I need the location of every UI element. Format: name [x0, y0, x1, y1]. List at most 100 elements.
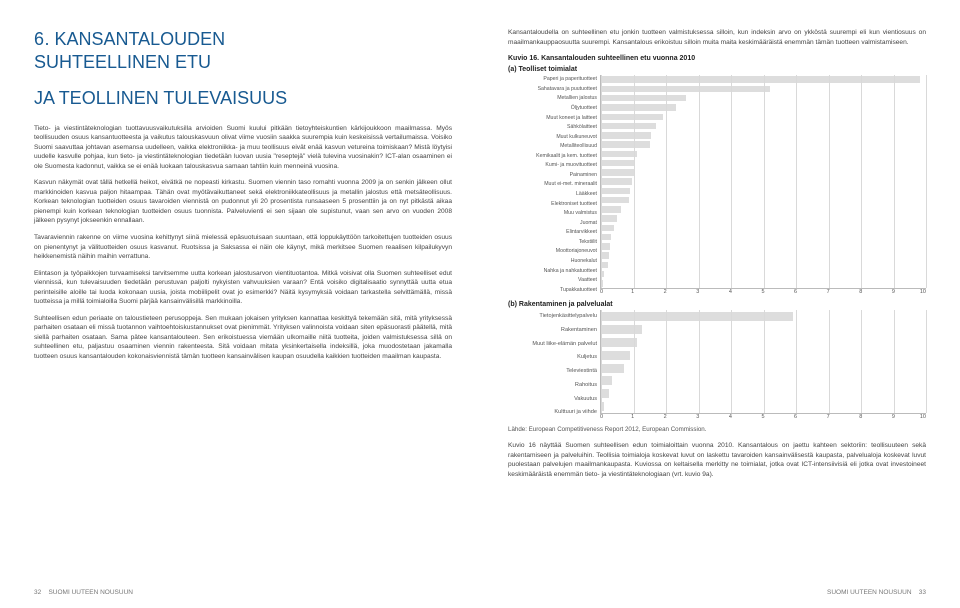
chapter-title-3: JA TEOLLINEN TULEVAISUUS — [34, 87, 452, 110]
chart-bar — [601, 252, 609, 258]
chart-gridline — [601, 75, 602, 288]
chapter-title-2: SUHTEELLINEN ETU — [34, 51, 452, 74]
page-left: 6. KANSANTALOUDEN SUHTEELLINEN ETU JA TE… — [0, 0, 480, 608]
chart-xtick: 4 — [714, 289, 747, 295]
page-right: Kansantaloudella on suhteellinen etu jon… — [480, 0, 960, 608]
chart-b-plot — [600, 310, 926, 414]
chart-bar — [601, 351, 630, 360]
chart-bar — [601, 86, 770, 92]
chart-ylabel: Lääkkeet — [508, 190, 600, 200]
chart-ylabel: Huonekalut — [508, 257, 600, 267]
chart-ylabel: Sahatavara ja puutuotteet — [508, 85, 600, 95]
chart-bar — [601, 123, 656, 129]
chart-ylabel: Muut koneet ja laitteet — [508, 113, 600, 123]
chart-bar — [601, 243, 610, 249]
chart-gridline — [601, 310, 602, 413]
chart-xtick: 0 — [600, 414, 616, 420]
chart-ylabel: Elintarvikkeet — [508, 228, 600, 238]
chart-bar — [601, 376, 612, 385]
chart-gridline — [699, 75, 700, 288]
chart-ylabel: Muut liike-elämän palvelut — [508, 338, 600, 352]
chart-ylabel: Tupakkatuotteet — [508, 285, 600, 295]
chart-bar — [601, 95, 686, 101]
chart-a-xaxis: 012345678910 — [600, 289, 926, 295]
chart-ylabel: Sähkölaitteet — [508, 123, 600, 133]
chart-a: Paperi ja paperituotteetSahatavara ja pu… — [508, 75, 926, 295]
chart-gridline — [634, 75, 635, 288]
chapter-heading: 6. KANSANTALOUDEN SUHTEELLINEN ETU JA TE… — [34, 28, 452, 110]
chart-b-ylabels: TietojenkäsittelypalveluRakentaminenMuut… — [508, 310, 600, 420]
chart-xtick: 7 — [812, 289, 845, 295]
chart-gridline — [829, 310, 830, 413]
panel-b-caption: (b) Rakentaminen ja palvelualat — [508, 301, 926, 308]
chapter-number: 6. — [34, 29, 50, 49]
chart-bar — [601, 188, 630, 194]
page-spread: 6. KANSANTALOUDEN SUHTEELLINEN ETU JA TE… — [0, 0, 960, 608]
chart-gridline — [861, 310, 862, 413]
chart-ylabel: Kumi- ja muovituotteet — [508, 161, 600, 171]
chart-gridline — [634, 310, 635, 413]
chart-ylabel: Muut ei-met. mineraalit — [508, 180, 600, 190]
chart-b: TietojenkäsittelypalveluRakentaminenMuut… — [508, 310, 926, 420]
chart-bar — [601, 76, 920, 82]
chart-ylabel: Juomat — [508, 219, 600, 229]
chart-bar — [601, 132, 651, 138]
chart-xtick: 8 — [844, 414, 877, 420]
chart-bar — [601, 338, 637, 347]
chart-ylabel: Tietojenkäsittelypalvelu — [508, 310, 600, 324]
chart-gridline — [666, 310, 667, 413]
page-footer-left: 32 SUOMI UUTEEN NOUSUUN — [34, 589, 133, 596]
chart-ylabel: Muu valmistus — [508, 209, 600, 219]
chart-ylabel: Elektroniset tuotteet — [508, 199, 600, 209]
body-paragraph: Tieto- ja viestintäteknologian tuottavuu… — [34, 124, 452, 172]
chart-bar — [601, 206, 621, 212]
page-number: 32 — [34, 589, 41, 596]
chart-bar — [601, 160, 635, 166]
chart-gridline — [764, 75, 765, 288]
chart-ylabel: Vaatteet — [508, 276, 600, 286]
chart-ylabel: Painaminen — [508, 171, 600, 181]
chart-bar — [601, 151, 637, 157]
body-paragraph: Tavaraviennin rakenne on viime vuosina k… — [34, 233, 452, 262]
chart-bar — [601, 114, 663, 120]
chart-a-ylabels: Paperi ja paperituotteetSahatavara ja pu… — [508, 75, 600, 295]
chart-source: Lähde: European Competitiveness Report 2… — [508, 426, 926, 433]
chart-ylabel: Vakuutus — [508, 393, 600, 407]
chart-gridline — [894, 75, 895, 288]
chart-xtick: 2 — [649, 414, 682, 420]
chart-gridline — [796, 310, 797, 413]
page-footer-right: SUOMI UUTEEN NOUSUUN 33 — [827, 589, 926, 596]
chart-xtick: 9 — [877, 289, 910, 295]
chart-gridline — [699, 310, 700, 413]
chart-gridline — [731, 75, 732, 288]
chart-xtick: 8 — [844, 289, 877, 295]
chart-bar — [601, 389, 609, 398]
chart-b-xaxis: 012345678910 — [600, 414, 926, 420]
chart-xtick: 1 — [616, 289, 649, 295]
chart-xtick: 5 — [747, 289, 780, 295]
after-chart-paragraph: Kuvio 16 näyttää Suomen suhteellisen edu… — [508, 441, 926, 479]
chart-gridline — [926, 310, 927, 413]
chart-xtick: 10 — [910, 414, 926, 420]
chart-ylabel: Rakentaminen — [508, 324, 600, 338]
chart-bar — [601, 262, 608, 268]
body-paragraph: Suhteellisen edun periaate on taloustiet… — [34, 314, 452, 362]
footer-text: SUOMI UUTEEN NOUSUUN — [48, 589, 133, 596]
chart-ylabel: Kemikaalit ja kem. tuotteet — [508, 152, 600, 162]
chart-ylabel: Moottoriajoneuvot — [508, 247, 600, 257]
chart-bar — [601, 104, 676, 110]
intro-paragraph: Kansantaloudella on suhteellinen etu jon… — [508, 28, 926, 47]
chart-gridline — [666, 75, 667, 288]
chart-xtick: 2 — [649, 289, 682, 295]
chart-bar — [601, 197, 629, 203]
chart-xtick: 0 — [600, 289, 616, 295]
chart-xtick: 5 — [747, 414, 780, 420]
chart-xtick: 6 — [779, 414, 812, 420]
page-number: 33 — [919, 589, 926, 596]
chart-xtick: 4 — [714, 414, 747, 420]
chart-gridline — [829, 75, 830, 288]
chart-ylabel: Kuljetus — [508, 351, 600, 365]
chart-xtick: 7 — [812, 414, 845, 420]
figure-caption: Kuvio 16. Kansantalouden suhteellinen et… — [508, 55, 926, 62]
chart-gridline — [861, 75, 862, 288]
